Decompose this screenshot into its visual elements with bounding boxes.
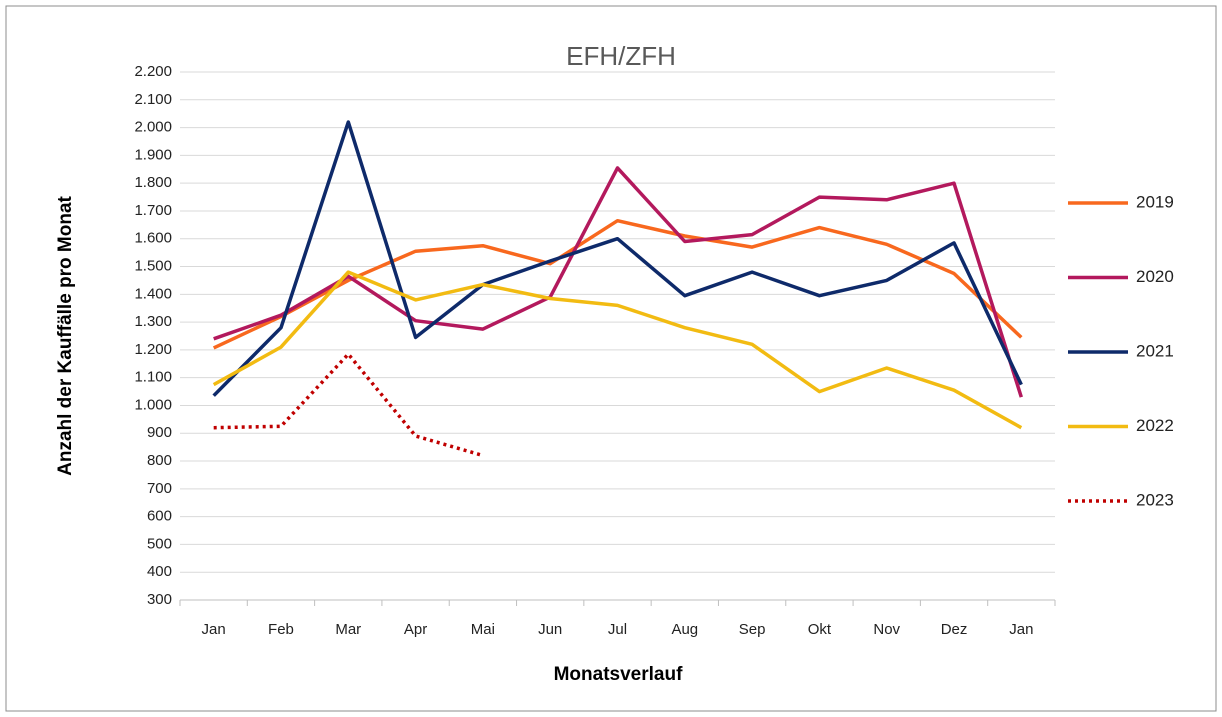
legend-label: 2023 [1136, 490, 1174, 509]
y-tick-label: 1.100 [134, 369, 172, 386]
x-tick-label: Mai [471, 621, 495, 638]
y-tick-label: 1.800 [134, 174, 172, 191]
x-tick-label: Mar [335, 621, 361, 638]
y-tick-label: 1.700 [134, 202, 172, 219]
series-line [213, 166, 1023, 398]
series-line [212, 218, 1023, 350]
y-tick-label: 1.900 [134, 146, 172, 163]
y-tick-label: 1.600 [134, 230, 172, 247]
x-tick-label: Dez [941, 621, 968, 638]
chart-title: EFH/ZFH [566, 41, 676, 71]
chart-frame [5, 5, 1217, 712]
legend-label: 2020 [1136, 267, 1174, 286]
x-tick-label: Jan [202, 621, 226, 638]
y-tick-label: 1.300 [134, 313, 172, 330]
legend-label: 2022 [1136, 416, 1174, 435]
x-tick-label: Jul [608, 621, 627, 638]
y-tick-label: 1.500 [134, 257, 172, 274]
x-tick-label: Feb [268, 621, 294, 638]
x-tick-label: Jun [538, 621, 562, 638]
x-tick-label: Okt [808, 621, 832, 638]
y-tick-label: 2.100 [134, 91, 172, 108]
y-tick-label: 1.400 [134, 285, 172, 302]
series-line [212, 270, 1023, 430]
x-axis-label: Monatsverlauf [554, 664, 683, 685]
y-tick-label: 800 [147, 452, 172, 469]
x-tick-label: Apr [404, 621, 427, 638]
y-tick-label: 400 [147, 563, 172, 580]
y-axis-label: Anzahl der Kauffälle pro Monat [55, 195, 76, 475]
legend-label: 2019 [1136, 192, 1174, 211]
legend-label: 2021 [1136, 341, 1174, 360]
y-tick-label: 1.000 [134, 396, 172, 413]
x-tick-label: Aug [671, 621, 698, 638]
series-line [213, 352, 484, 458]
y-tick-label: 2.000 [134, 119, 172, 136]
x-tick-label: Nov [873, 621, 900, 638]
y-tick-label: 300 [147, 591, 172, 608]
x-tick-label: Sep [739, 621, 766, 638]
y-tick-label: 500 [147, 535, 172, 552]
y-tick-label: 900 [147, 424, 172, 441]
y-tick-label: 2.200 [134, 63, 172, 80]
y-tick-label: 700 [147, 480, 172, 497]
y-tick-label: 1.200 [134, 341, 172, 358]
series-line [212, 120, 1023, 397]
y-tick-label: 600 [147, 508, 172, 525]
x-tick-label: Jan [1009, 621, 1033, 638]
